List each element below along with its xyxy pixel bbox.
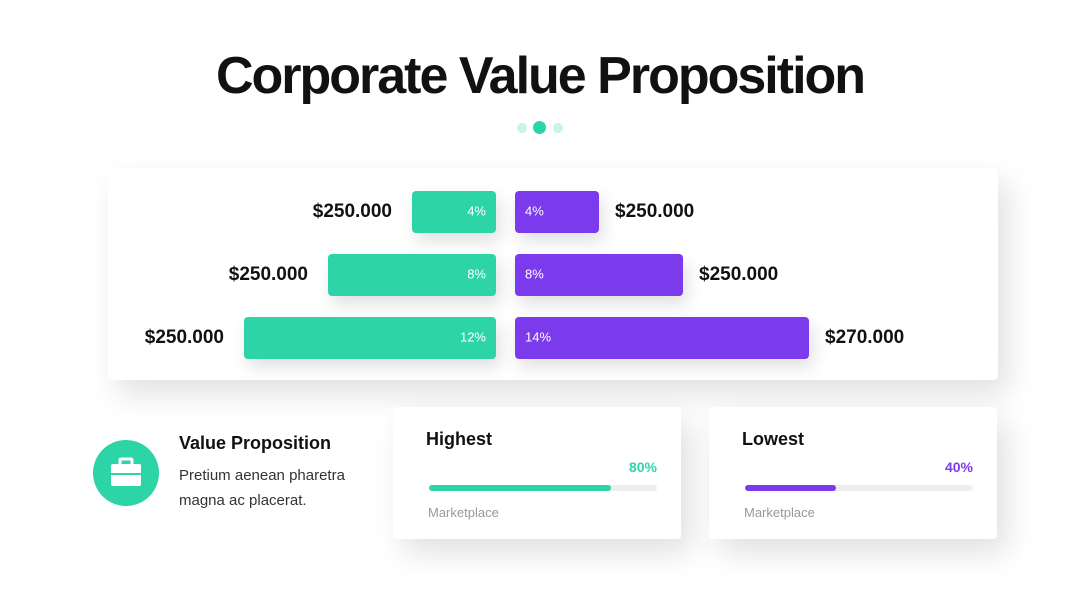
title: Corporate Value Proposition [215, 47, 866, 105]
bar [244, 317, 496, 359]
amount-label: $250.000 [699, 264, 778, 285]
progress-track [429, 485, 657, 491]
chart: 4% $250.000 8% $250.000 12% $250.000 4% $250.00… [145, 191, 904, 359]
progress-fill [745, 485, 837, 491]
dot [553, 123, 563, 133]
progress-fill [429, 485, 612, 491]
progress-track [745, 485, 973, 491]
value-label: 12% [460, 329, 486, 344]
value-label: 4% [467, 203, 486, 218]
bar [412, 191, 496, 233]
bar [515, 191, 599, 233]
amount-label: $270.000 [825, 327, 904, 348]
card-title: Lowest [742, 429, 805, 449]
value-label: 8% [525, 266, 544, 281]
icon [93, 440, 159, 506]
amount-label: $250.000 [145, 327, 224, 348]
card-title: Highest [426, 429, 493, 449]
value-label: 14% [525, 329, 551, 344]
bar [328, 254, 496, 296]
dot [517, 123, 527, 133]
card-value: 40% [944, 459, 973, 475]
amount-label: $250.000 [615, 201, 694, 222]
dot [533, 121, 546, 134]
card-value: 80% [628, 459, 657, 475]
value-label: 8% [467, 266, 486, 281]
bar [515, 317, 809, 359]
card-label: Marketplace [744, 505, 815, 520]
info-title: Value Proposition [179, 433, 332, 453]
stat-card: Lowest 40% Marketplace [709, 407, 997, 539]
value-label: 4% [525, 203, 544, 218]
bar [515, 254, 683, 296]
info-text: Pretium aenean pharetra [179, 467, 345, 484]
amount-label: $250.000 [229, 264, 308, 285]
stat-card: Highest 80% Marketplace [393, 407, 681, 539]
card-label: Marketplace [428, 505, 499, 520]
info-text: magna ac placerat. [179, 492, 307, 509]
amount-label: $250.000 [313, 201, 392, 222]
